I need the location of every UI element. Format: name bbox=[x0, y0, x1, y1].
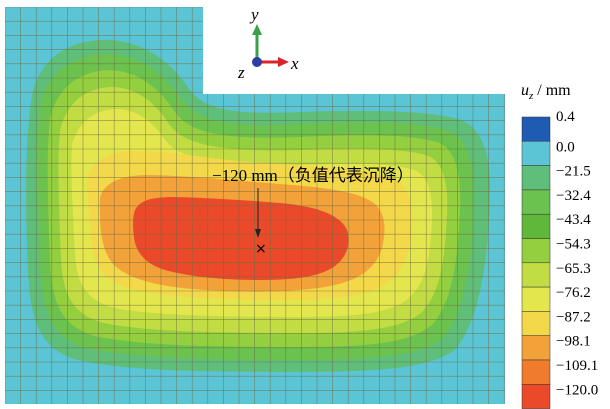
annotation-text: −120 mm（负值代表沉降） bbox=[212, 166, 414, 185]
legend-label: −87.2 bbox=[556, 309, 591, 325]
legend-title-unit: / mm bbox=[533, 82, 571, 99]
legend-label: −98.1 bbox=[556, 334, 591, 350]
legend-label: −65.3 bbox=[556, 261, 591, 277]
legend-label: −43.4 bbox=[556, 212, 591, 228]
legend-label: −21.5 bbox=[556, 164, 591, 180]
legend-swatch bbox=[521, 165, 551, 191]
legend-items: 0.4 0.0 −21.5 −32.4 −43.4 −54.3 −65.3 −76.2 −87.… bbox=[521, 109, 598, 409]
max-point-marker: × bbox=[255, 241, 267, 257]
legend-label: 0.4 bbox=[556, 109, 575, 125]
legend-label: −32.4 bbox=[556, 188, 591, 204]
legend-label: −109.1 bbox=[556, 358, 598, 374]
legend-title-var: u bbox=[521, 82, 529, 99]
legend-swatch bbox=[521, 141, 551, 166]
y-axis-label: y bbox=[249, 5, 259, 24]
legend-swatch bbox=[521, 286, 551, 312]
legend-title-sub: z bbox=[528, 90, 534, 102]
legend-swatch bbox=[521, 335, 551, 361]
legend-swatch bbox=[521, 311, 551, 336]
contour-band-8 bbox=[133, 197, 349, 280]
legend-swatch bbox=[521, 262, 551, 288]
annotation-arrowhead bbox=[255, 229, 261, 238]
legend-label: 0.0 bbox=[556, 139, 575, 155]
legend-swatch bbox=[521, 238, 551, 264]
legend-title: uz / mm bbox=[521, 82, 571, 102]
max-settlement-annotation: −120 mm（负值代表沉降） × bbox=[212, 166, 414, 257]
x-axis-arrowhead bbox=[278, 57, 289, 67]
z-axis-marker bbox=[252, 57, 262, 67]
legend-label: −120.0 bbox=[556, 382, 598, 398]
legend-swatch bbox=[521, 384, 551, 409]
color-legend: uz / mm 0.4 0.0 −21.5 −32.4 −43.4 −54.3 −65.3 −… bbox=[521, 82, 598, 409]
legend-swatch bbox=[521, 359, 551, 385]
legend-label: −54.3 bbox=[556, 237, 591, 253]
legend-swatch bbox=[521, 189, 551, 215]
axis-triad: y x z bbox=[237, 5, 299, 82]
legend-swatch bbox=[521, 213, 551, 239]
legend-swatch bbox=[521, 116, 551, 142]
legend-label: −76.2 bbox=[556, 285, 591, 301]
y-axis-arrowhead bbox=[252, 24, 262, 35]
z-axis-label: z bbox=[237, 63, 245, 82]
x-axis-label: x bbox=[290, 54, 299, 73]
